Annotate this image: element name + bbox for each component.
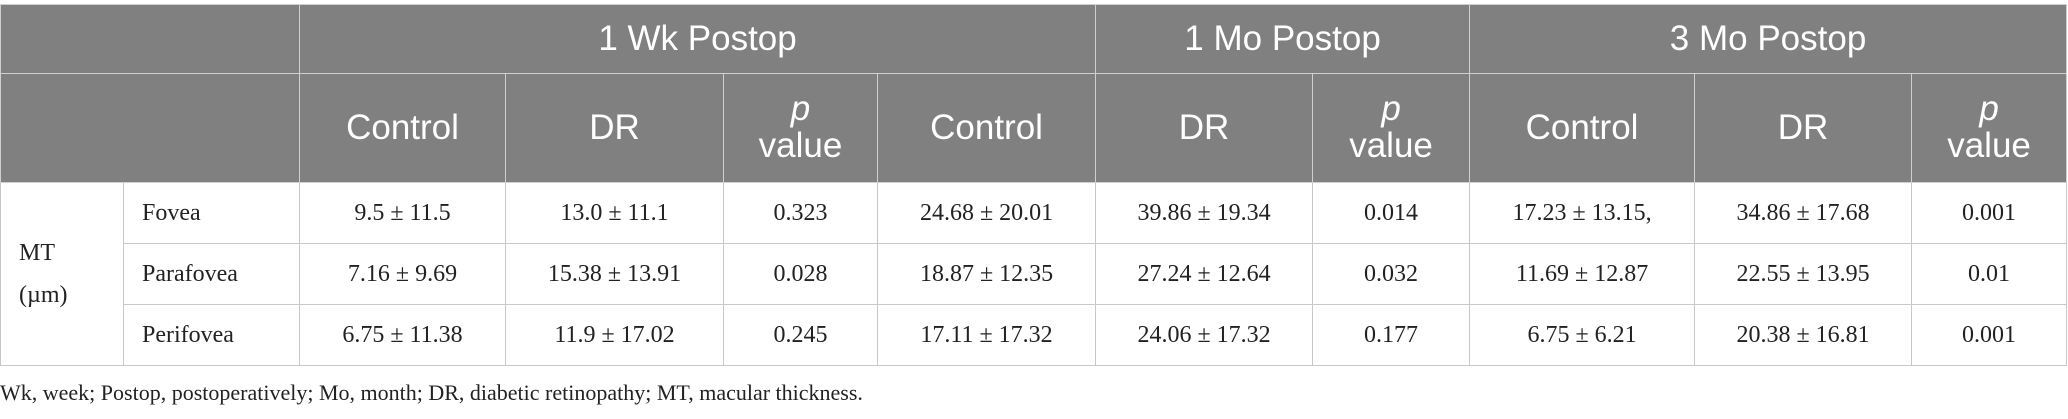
cell: 27.24 ± 12.64 — [1095, 243, 1314, 305]
corner-cell — [0, 73, 300, 183]
cell: 20.38 ± 16.81 — [1694, 304, 1913, 366]
data-table: 1 Wk Postop 1 Mo Postop 3 Mo Postop Contro… — [0, 4, 2068, 366]
cell: 34.86 ± 17.68 — [1694, 182, 1913, 244]
sub-header-row: Control DR p value Control DR p value Control DR p… — [0, 73, 2068, 183]
row-label: Fovea — [123, 182, 300, 244]
cell: 17.11 ± 17.32 — [876, 304, 1097, 366]
cell: 17.23 ± 13.15, — [1469, 182, 1696, 244]
sub-header: p value — [1312, 73, 1471, 183]
group-header: 3 Mo Postop — [1469, 4, 2068, 74]
sub-header: DR — [505, 73, 724, 183]
cell: 0.001 — [1911, 182, 2068, 244]
cell: 7.16 ± 9.69 — [299, 243, 506, 305]
row-label: Parafovea — [123, 243, 300, 305]
sub-header: Control — [299, 73, 506, 183]
cell: 0.001 — [1911, 304, 2068, 366]
body-row: MT (µm) Fovea 9.5 ± 11.5 13.0 ± 11.1 0.323 24.… — [0, 182, 2068, 366]
row-group-text: MT — [19, 240, 55, 266]
p-word: value — [1947, 126, 2031, 165]
p-word: value — [758, 126, 843, 165]
cell: 9.5 ± 11.5 — [299, 182, 506, 244]
sub-header: Control — [876, 73, 1097, 183]
cell: 0.245 — [723, 304, 878, 366]
cell: 22.55 ± 13.95 — [1694, 243, 1913, 305]
group-header: 1 Wk Postop — [298, 4, 1097, 74]
corner-cell — [0, 4, 300, 74]
p-symbol: p — [1381, 89, 1401, 129]
cell: 11.69 ± 12.87 — [1469, 243, 1696, 305]
cell: 0.323 — [723, 182, 878, 244]
sub-header: Control — [1469, 73, 1696, 183]
cell: 0.028 — [723, 243, 878, 305]
body-row: Perifovea 6.75 ± 11.38 11.9 ± 17.02 0.245 17… — [1, 304, 2068, 366]
group-header: 1 Mo Postop — [1095, 4, 1471, 74]
footnote: Wk, week; Postop, postoperatively; Mo, m… — [0, 380, 863, 405]
cell: 6.75 ± 11.38 — [299, 304, 506, 366]
sub-header: DR — [1694, 73, 1913, 183]
cell: 11.9 ± 17.02 — [505, 304, 724, 366]
row-label: Perifovea — [123, 304, 300, 366]
cell: 0.01 — [1911, 243, 2068, 305]
sub-header: p value — [723, 73, 878, 183]
cell: 39.86 ± 19.34 — [1095, 182, 1314, 244]
cell: 13.0 ± 11.1 — [505, 182, 724, 244]
p-word: value — [1349, 126, 1433, 165]
cell: 0.014 — [1312, 182, 1471, 244]
cell: 15.38 ± 13.91 — [505, 243, 724, 305]
p-symbol: p — [1979, 89, 1999, 129]
row-group-label: MT (µm) — [0, 182, 124, 366]
group-header-row: 1 Wk Postop 1 Mo Postop 3 Mo Postop — [0, 4, 2068, 74]
row-group-text: (µm) — [19, 282, 68, 308]
body-row: Parafovea 7.16 ± 9.69 15.38 ± 13.91 0.028 18… — [1, 243, 2068, 305]
cell: 0.032 — [1312, 243, 1471, 305]
cell: 0.177 — [1312, 304, 1471, 366]
cell: 6.75 ± 6.21 — [1469, 304, 1696, 366]
table-body: MT (µm) Fovea 9.5 ± 11.5 13.0 ± 11.1 0.323 24.… — [0, 182, 2068, 366]
p-symbol: p — [790, 89, 811, 129]
cell: 24.68 ± 20.01 — [876, 182, 1097, 244]
cell: 24.06 ± 17.32 — [1095, 304, 1314, 366]
sub-header: p value — [1911, 73, 2068, 183]
sub-header: DR — [1095, 73, 1314, 183]
cell: 18.87 ± 12.35 — [876, 243, 1097, 305]
